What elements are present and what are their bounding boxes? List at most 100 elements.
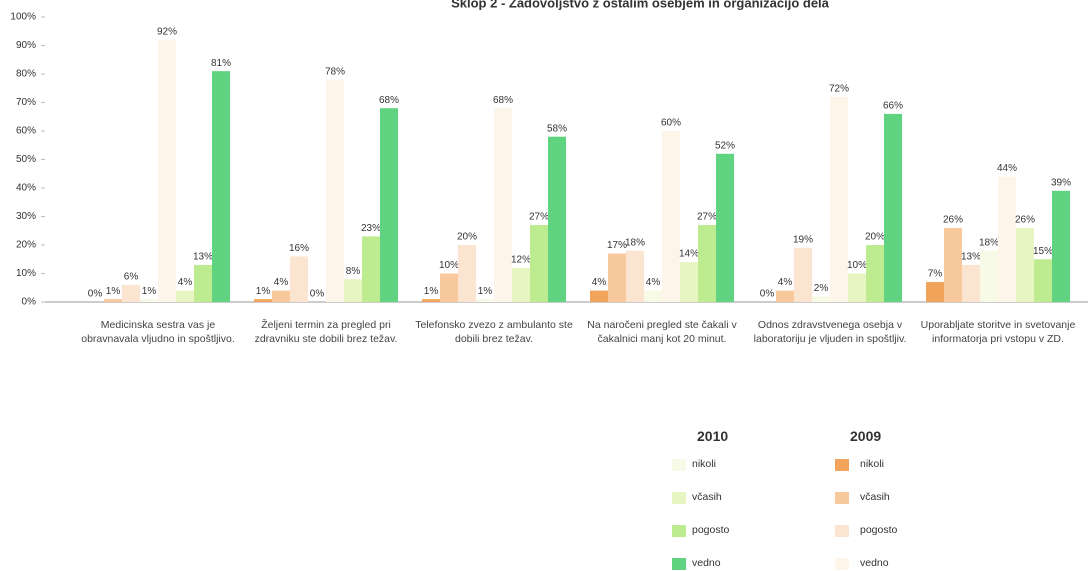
value-label: 27% [529, 212, 549, 223]
x-tick-label: Medicinska sestra vas je obravnavala vlj… [81, 319, 235, 345]
x-tick-label: Na naročeni pregled ste čakali v čakalni… [587, 319, 737, 345]
legend-label: včasih [692, 491, 722, 503]
value-label: 52% [715, 140, 735, 151]
y-tick-label: 80% [16, 69, 36, 80]
legend-swatch [835, 558, 849, 570]
value-label: 23% [361, 223, 381, 234]
value-label: 92% [157, 26, 177, 37]
bar [980, 250, 998, 302]
legend-title: 2010 [697, 428, 729, 444]
value-label: 1% [256, 286, 271, 297]
value-label: 20% [865, 232, 885, 243]
value-label: 2% [814, 283, 829, 294]
value-label: 13% [193, 252, 213, 263]
bar [626, 250, 644, 302]
value-label: 8% [346, 266, 361, 277]
bar [794, 247, 812, 302]
value-label: 4% [274, 277, 289, 288]
value-label: 26% [1015, 215, 1035, 226]
legend-swatch [672, 525, 686, 537]
legend-title: 2009 [850, 428, 882, 444]
value-label: 10% [847, 260, 867, 271]
bar [380, 108, 398, 302]
value-label: 39% [1051, 177, 1071, 188]
bar [1052, 190, 1070, 302]
bar [290, 256, 308, 302]
value-label: 66% [883, 101, 903, 112]
value-label: 68% [379, 95, 399, 106]
bar [866, 245, 884, 302]
value-label: 26% [943, 215, 963, 226]
bar [848, 273, 866, 302]
x-tick-label: Telefonsko zvezo z ambulanto ste dobili … [415, 319, 573, 345]
bar [644, 290, 662, 302]
value-label: 68% [493, 95, 513, 106]
value-label: 4% [778, 277, 793, 288]
value-label: 1% [142, 286, 157, 297]
legend-label: vedno [860, 557, 889, 569]
value-label: 78% [325, 66, 345, 77]
bar [680, 262, 698, 302]
bar [590, 290, 608, 302]
legend-label: včasih [860, 491, 890, 503]
bar [122, 284, 140, 302]
bar [140, 299, 158, 302]
value-label: 1% [478, 286, 493, 297]
bar [662, 131, 680, 302]
value-label: 7% [928, 269, 943, 280]
value-label: 15% [1033, 246, 1053, 257]
bar [476, 299, 494, 302]
legend-swatch [835, 525, 849, 537]
value-label: 1% [424, 286, 439, 297]
legend-swatch [672, 492, 686, 504]
bar [440, 273, 458, 302]
legend-swatch [835, 492, 849, 504]
bar [830, 96, 848, 302]
y-tick-label: 0% [22, 297, 37, 308]
y-tick-label: 40% [16, 183, 36, 194]
value-label: 81% [211, 58, 231, 69]
bar [176, 290, 194, 302]
value-label: 58% [547, 123, 567, 134]
value-label: 44% [997, 163, 1017, 174]
value-label: 6% [124, 272, 139, 283]
value-label: 27% [697, 212, 717, 223]
y-tick-label: 90% [16, 40, 36, 51]
bar [1034, 259, 1052, 302]
value-label: 17% [607, 240, 627, 251]
y-tick-label: 50% [16, 154, 36, 165]
value-label: 13% [961, 252, 981, 263]
value-label: 18% [979, 237, 999, 248]
legend-label: nikoli [692, 458, 716, 470]
bar [944, 227, 962, 302]
chart-title: Sklop 2 - Zadovoljstvo z ostalim osebjem… [451, 0, 830, 10]
y-tick-label: 60% [16, 126, 36, 137]
bar [104, 299, 122, 302]
y-tick-label: 70% [16, 97, 36, 108]
value-label: 72% [829, 83, 849, 94]
bar [530, 225, 548, 302]
bar [422, 299, 440, 302]
bar [362, 236, 380, 302]
y-tick-label: 100% [10, 12, 36, 23]
value-label: 19% [793, 234, 813, 245]
value-label: 12% [511, 254, 531, 265]
value-label: 10% [439, 260, 459, 271]
bar [608, 253, 626, 302]
bar [926, 282, 944, 302]
bar [884, 113, 902, 303]
bar [458, 245, 476, 302]
bar [326, 79, 344, 302]
bar [1016, 227, 1034, 302]
value-label: 0% [760, 289, 775, 300]
y-tick-label: 20% [16, 240, 36, 251]
value-label: 0% [88, 289, 103, 300]
bar [716, 153, 734, 302]
bar [344, 279, 362, 302]
value-label: 4% [646, 277, 661, 288]
x-tick-label: Uporabljate storitve in svetovanje infor… [920, 319, 1076, 345]
value-label: 4% [592, 277, 607, 288]
value-label: 18% [625, 237, 645, 248]
bar [254, 299, 272, 302]
